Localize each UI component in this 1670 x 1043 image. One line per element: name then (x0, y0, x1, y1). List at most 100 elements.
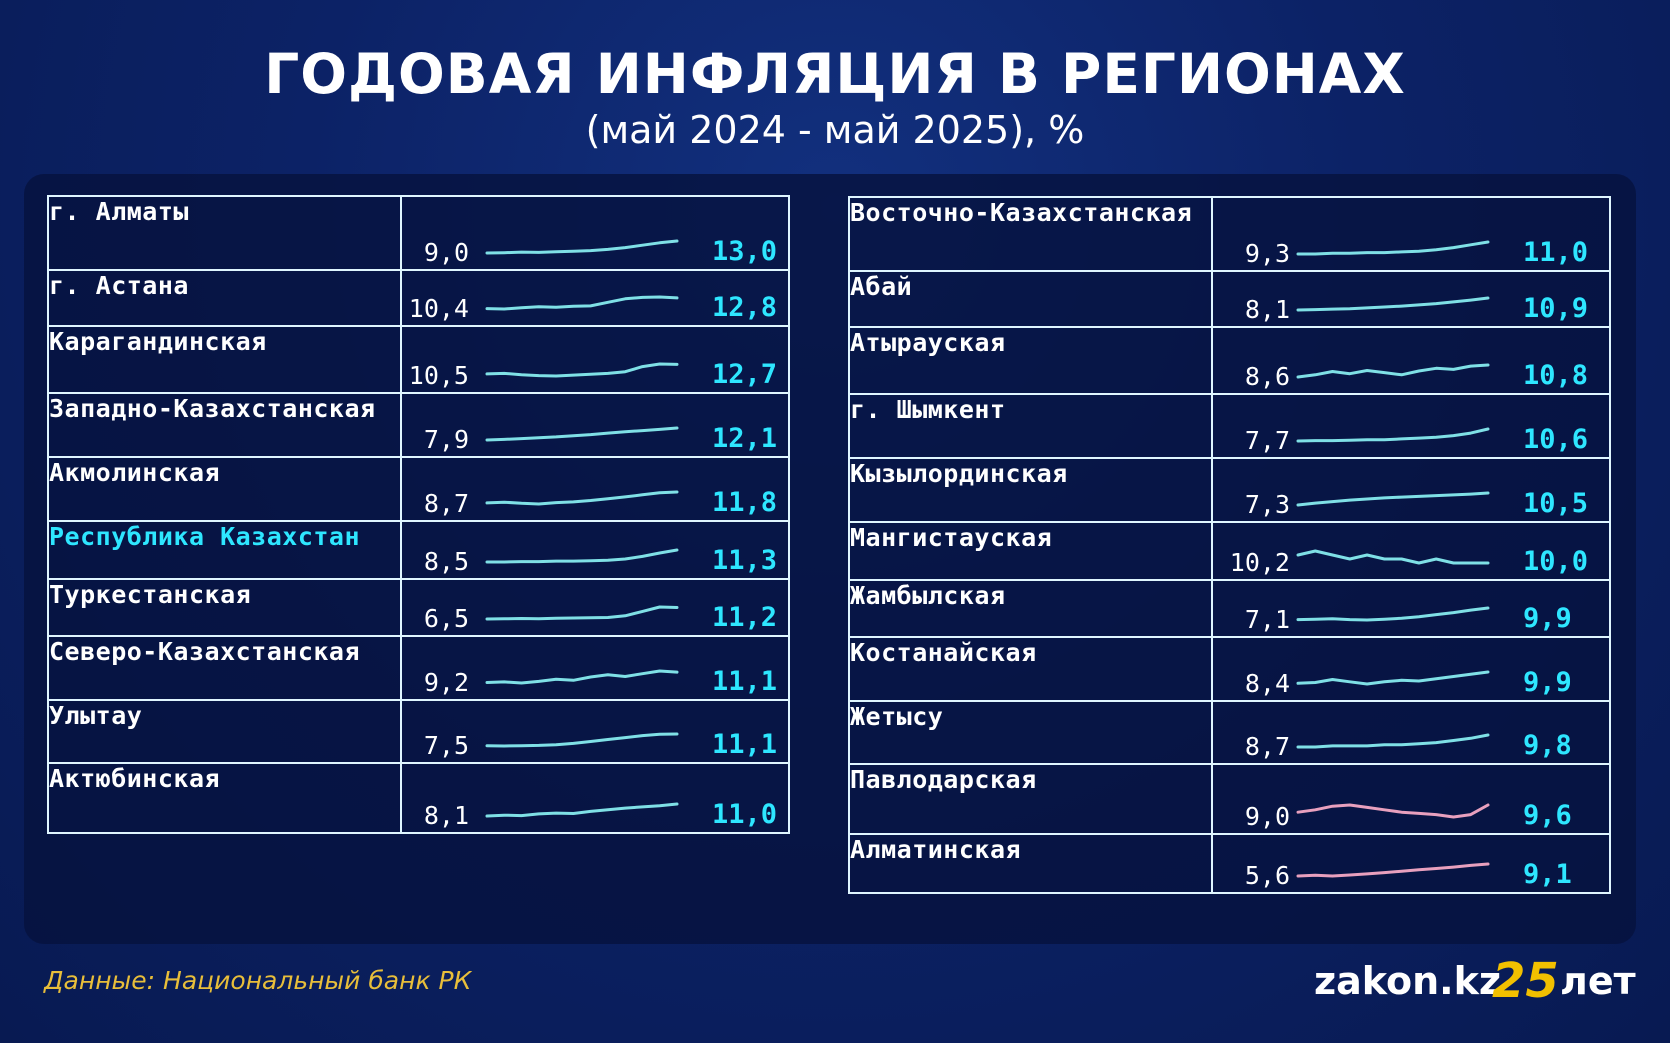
region-name: г. Алматы (47, 195, 402, 271)
value-may-2024: 8,6 (1244, 362, 1290, 391)
trend-sparkline (1296, 427, 1490, 443)
trend-sparkline (1296, 862, 1490, 878)
trend-line (1296, 606, 1490, 622)
trend-sparkline (1296, 670, 1490, 686)
trend-line (485, 802, 679, 818)
table-row: Западно-Казахстанская 7,9 12,1 (47, 392, 790, 458)
trend-line (1296, 363, 1490, 379)
value-may-2024: 8,7 (1244, 732, 1290, 761)
trend-line (1296, 491, 1490, 507)
trend-cell: 10,5 12,7 (400, 325, 790, 394)
trend-sparkline (485, 732, 679, 748)
region-name: Туркестанская (47, 578, 402, 637)
trend-sparkline (1296, 733, 1490, 749)
region-name: Кызылординская (848, 457, 1213, 523)
trend-cell: 6,5 11,2 (400, 578, 790, 637)
value-may-2024: 7,1 (1244, 605, 1290, 634)
trend-cell: 8,1 10,9 (1211, 270, 1611, 328)
value-may-2024: 8,4 (1244, 669, 1290, 698)
table-row: Восточно-Казахстанская 9,3 11,0 (848, 196, 1611, 272)
region-name: Абай (848, 270, 1213, 328)
value-may-2024: 8,1 (423, 801, 469, 830)
trend-cell: 9,0 9,6 (1211, 763, 1611, 835)
table-row: Мангистауская 10,2 10,0 (848, 521, 1611, 581)
value-may-2024: 10,2 (1229, 548, 1290, 577)
trend-line (485, 732, 679, 748)
region-name: Атырауская (848, 326, 1213, 395)
trend-sparkline (485, 605, 679, 621)
value-may-2025: 9,6 (1523, 800, 1572, 831)
trend-line (1296, 427, 1490, 443)
table-row: Алматинская 5,6 9,1 (848, 833, 1611, 894)
trend-sparkline (485, 548, 679, 564)
logo-suffix: лет (1560, 959, 1636, 1003)
region-name: Жетысу (848, 700, 1213, 765)
value-may-2024: 8,7 (423, 489, 469, 518)
trend-sparkline (485, 490, 679, 506)
value-may-2024: 7,9 (423, 425, 469, 454)
table-row: Павлодарская 9,0 9,6 (848, 763, 1611, 835)
trend-sparkline (1296, 803, 1490, 819)
value-may-2024: 8,1 (1244, 295, 1290, 324)
value-may-2025: 11,3 (712, 545, 778, 576)
region-name: Алматинская (848, 833, 1213, 894)
trend-cell: 8,4 9,9 (1211, 636, 1611, 702)
page-title: ГОДОВАЯ ИНФЛЯЦИЯ В РЕГИОНАХ (264, 42, 1406, 106)
trend-line (1296, 733, 1490, 749)
value-may-2024: 10,5 (408, 361, 469, 390)
region-name: Акмолинская (47, 456, 402, 522)
trend-cell: 9,3 11,0 (1211, 196, 1611, 272)
value-may-2024: 9,0 (423, 238, 469, 267)
trend-sparkline (485, 239, 679, 255)
table-row: Карагандинская 10,5 12,7 (47, 325, 790, 394)
logo-number: 25 (1492, 953, 1559, 1009)
trend-line (1296, 549, 1490, 565)
trend-sparkline (485, 362, 679, 378)
table-row: Республика Казахстан 8,5 11,3 (47, 520, 790, 580)
trend-cell: 8,1 11,0 (400, 762, 790, 834)
table-row: Кызылординская 7,3 10,5 (848, 457, 1611, 523)
value-may-2025: 12,7 (712, 359, 778, 390)
table-row: Улытау 7,5 11,1 (47, 699, 790, 764)
trend-line (1296, 670, 1490, 686)
value-may-2024: 9,2 (423, 668, 469, 697)
value-may-2025: 11,1 (712, 666, 778, 697)
value-may-2025: 12,1 (712, 423, 778, 454)
page-subtitle: (май 2024 - май 2025), % (585, 108, 1085, 152)
table-row: г. Шымкент 7,7 10,6 (848, 393, 1611, 459)
trend-sparkline (1296, 240, 1490, 256)
table-row: Северо-Казахстанская 9,2 11,1 (47, 635, 790, 701)
value-may-2025: 9,9 (1523, 603, 1572, 634)
trend-cell: 10,4 12,8 (400, 269, 790, 327)
region-name: Костанайская (848, 636, 1213, 702)
value-may-2025: 9,1 (1523, 859, 1572, 890)
trend-line (1296, 240, 1490, 256)
trend-cell: 8,7 11,8 (400, 456, 790, 522)
right-inflation-table: Восточно-Казахстанская 9,3 11,0 Абай 8,1 10,9… (848, 196, 1611, 894)
trend-sparkline (485, 426, 679, 442)
trend-cell: 7,9 12,1 (400, 392, 790, 458)
trend-cell: 9,2 11,1 (400, 635, 790, 701)
trend-cell: 10,2 10,0 (1211, 521, 1611, 581)
region-name: г. Шымкент (848, 393, 1213, 459)
trend-cell: 9,0 13,0 (400, 195, 790, 271)
value-may-2024: 10,4 (408, 294, 469, 323)
trend-cell: 7,7 10,6 (1211, 393, 1611, 459)
value-may-2024: 5,6 (1244, 861, 1290, 890)
trend-line (485, 605, 679, 621)
region-name: Мангистауская (848, 521, 1213, 581)
value-may-2025: 11,1 (712, 729, 778, 760)
trend-sparkline (1296, 606, 1490, 622)
value-may-2025: 10,0 (1523, 546, 1589, 577)
zakon-logo: zakon.kz 25 лет (1314, 953, 1644, 1015)
value-may-2024: 7,3 (1244, 490, 1290, 519)
table-row: г. Алматы 9,0 13,0 (47, 195, 790, 271)
trend-cell: 8,5 11,3 (400, 520, 790, 580)
table-row: г. Астана 10,4 12,8 (47, 269, 790, 327)
trend-line (485, 669, 679, 685)
trend-line (485, 362, 679, 378)
value-may-2025: 10,6 (1523, 424, 1589, 455)
source-note: Данные: Национальный банк РК (44, 966, 472, 995)
trend-line (1296, 296, 1490, 312)
logo-brand: zakon.kz (1314, 959, 1501, 1003)
